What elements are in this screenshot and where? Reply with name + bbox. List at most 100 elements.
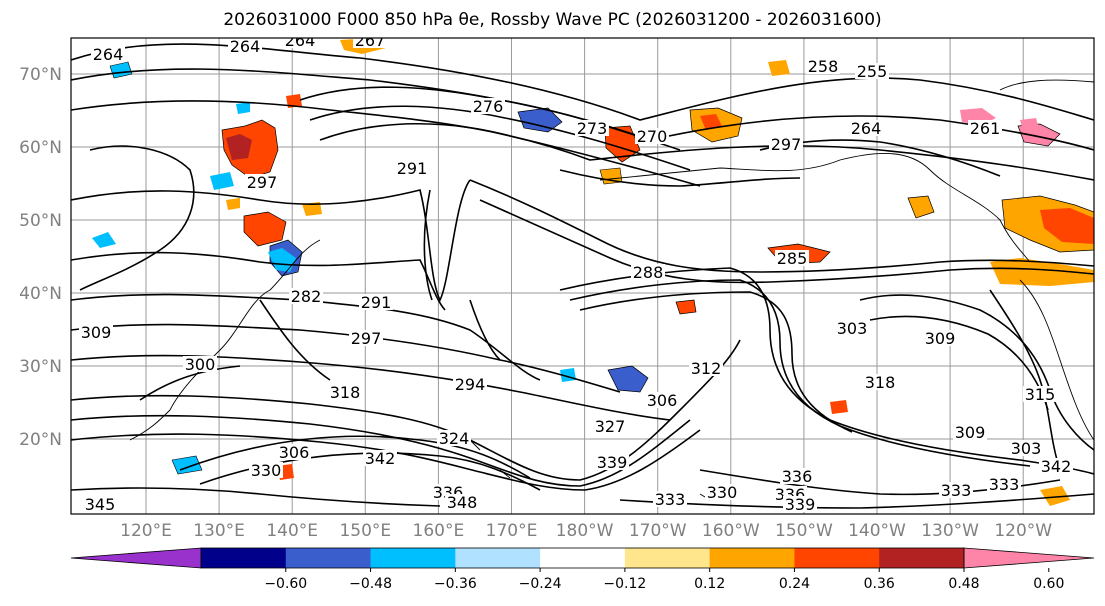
lon-label: 140°W bbox=[848, 521, 906, 541]
contour-label: 255 bbox=[857, 62, 888, 81]
contour-label: 315 bbox=[1025, 385, 1056, 404]
contour-label: 297 bbox=[351, 329, 382, 348]
contour-label: 264 bbox=[93, 45, 124, 64]
contour-label-bg bbox=[328, 384, 362, 400]
contour-label-bg bbox=[849, 120, 883, 136]
contour-label: 348 bbox=[447, 493, 478, 512]
contour-label: 318 bbox=[330, 383, 361, 402]
contour-label: 330 bbox=[251, 461, 282, 480]
contour-label: 285 bbox=[777, 249, 808, 268]
contour-label-bg bbox=[349, 330, 383, 346]
contour-label: 300 bbox=[185, 355, 216, 374]
contour-label-bg bbox=[705, 484, 739, 500]
contour-label-bg bbox=[359, 294, 393, 310]
contour-label-bg bbox=[635, 128, 669, 144]
contour-label: 297 bbox=[771, 135, 802, 154]
contour-label-bg bbox=[183, 356, 217, 372]
contour-label-bg bbox=[353, 38, 387, 48]
contour-label: 330 bbox=[707, 483, 738, 502]
contour-label: 327 bbox=[595, 417, 626, 436]
colorbar-segment bbox=[285, 548, 372, 568]
contour-label-bg bbox=[83, 496, 117, 512]
contour-label: 324 bbox=[439, 429, 470, 448]
contour-label-bg bbox=[968, 120, 1002, 136]
contour-label-bg bbox=[395, 160, 429, 176]
contour-label-bg bbox=[289, 288, 323, 304]
colorbar-tick-label: 0.60 bbox=[1033, 576, 1064, 592]
colorbar-tick-label: 0.48 bbox=[948, 576, 979, 592]
contour-label-bg bbox=[631, 264, 665, 280]
latitude-labels: 70°N 60°N 50°N 40°N 30°N 20°N bbox=[19, 65, 62, 450]
lon-label: 160°E bbox=[413, 521, 465, 541]
colorbar-outline bbox=[200, 547, 965, 569]
contour-label-bg bbox=[1009, 440, 1043, 456]
contour-label: 276 bbox=[473, 97, 504, 116]
lat-label: 60°N bbox=[19, 138, 62, 158]
contour-label: 333 bbox=[941, 481, 972, 500]
contour-label: 345 bbox=[85, 495, 116, 514]
contour-label: 291 bbox=[397, 159, 428, 178]
lon-label: 140°E bbox=[266, 521, 318, 541]
contour-label-bg bbox=[923, 330, 957, 346]
contour-label: 291 bbox=[361, 293, 392, 312]
colorbar-tick-label: −0.60 bbox=[264, 576, 307, 592]
colorbar-tick-label: 0.12 bbox=[694, 576, 725, 592]
colorbar-tick-label: −0.12 bbox=[603, 576, 646, 592]
lat-label: 20°N bbox=[19, 430, 62, 450]
contour-label-bg bbox=[653, 491, 687, 507]
map-frame bbox=[70, 37, 1095, 515]
contour-label: 306 bbox=[279, 443, 310, 462]
anomaly-shading bbox=[92, 38, 1094, 506]
contour-label: 309 bbox=[955, 423, 986, 442]
contour-label: 270 bbox=[637, 127, 668, 146]
lon-label: 180°W bbox=[556, 521, 614, 541]
lat-label: 30°N bbox=[19, 357, 62, 377]
lon-label: 120°W bbox=[994, 521, 1052, 541]
lat-label: 40°N bbox=[19, 284, 62, 304]
contour-label-bg bbox=[575, 120, 609, 136]
lon-label: 130°E bbox=[193, 521, 245, 541]
contour-label-bg bbox=[835, 320, 869, 336]
contour-label-bg bbox=[471, 98, 505, 114]
contour-label: 333 bbox=[655, 490, 686, 509]
contour-label: 339 bbox=[597, 453, 628, 472]
contour-label: 309 bbox=[81, 323, 112, 342]
lon-label: 120°E bbox=[120, 521, 172, 541]
contour-label: 303 bbox=[837, 319, 868, 338]
contour-label-bg bbox=[283, 38, 317, 48]
contour-label-bg bbox=[437, 430, 471, 446]
contour-label-bg bbox=[780, 468, 814, 484]
map-area bbox=[71, 38, 1094, 514]
contour-label-bg bbox=[806, 58, 840, 74]
colorbar-segment bbox=[455, 548, 541, 568]
map-content: 264 264 267 258 255 264 261 276 273 270 291 297 288 2… bbox=[71, 31, 1094, 514]
contour-label: 273 bbox=[577, 119, 608, 138]
lat-label: 50°N bbox=[19, 211, 62, 231]
contour-label-bg bbox=[79, 324, 113, 340]
contour-label-bg bbox=[769, 136, 803, 152]
contour-label: 264 bbox=[285, 31, 316, 50]
colorbar-segment bbox=[201, 548, 287, 568]
map-title: 2026031000 F000 850 hPa θe, Rossby Wave … bbox=[223, 10, 882, 30]
contour-label: 336 bbox=[782, 467, 813, 486]
longitude-labels: 120°E 130°E 140°E 150°E 160°E 170°E 180°W 170°W… bbox=[120, 521, 1052, 541]
contour-label: 312 bbox=[691, 359, 722, 378]
contour-label-bg bbox=[783, 496, 817, 512]
contour-label-bg bbox=[228, 38, 262, 54]
colorbar-extend-low bbox=[70, 547, 202, 569]
contour-label: 267 bbox=[355, 31, 386, 50]
contour-label: 264 bbox=[851, 119, 882, 138]
contour-label: 294 bbox=[455, 375, 486, 394]
contour-label: 342 bbox=[365, 449, 396, 468]
contour-label: 261 bbox=[970, 119, 1001, 138]
contour-label: 282 bbox=[291, 287, 322, 306]
contour-label: 309 bbox=[925, 329, 956, 348]
colorbar-tick-label: 0.36 bbox=[864, 576, 895, 592]
contour-label-bg bbox=[855, 63, 889, 79]
contour-label: 339 bbox=[785, 495, 816, 514]
contour-label-bg bbox=[363, 450, 397, 466]
lon-label: 150°E bbox=[339, 521, 391, 541]
contour-label-bg bbox=[91, 46, 125, 62]
colorbar-extend-high bbox=[963, 547, 1095, 569]
